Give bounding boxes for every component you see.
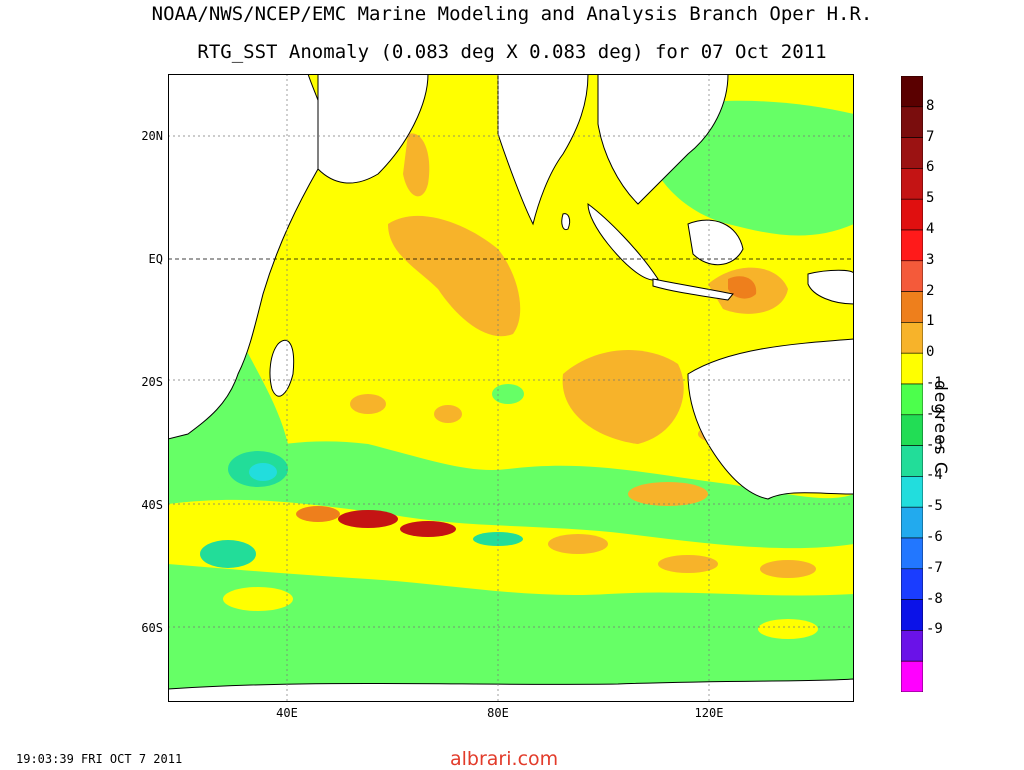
southeast-asia-land xyxy=(597,74,729,205)
java-land xyxy=(652,278,734,301)
colorbar-swatch xyxy=(901,383,923,416)
colorbar-tick-label: 1 xyxy=(926,313,935,330)
lat-label: 20N xyxy=(141,129,163,143)
sri-lanka-land xyxy=(561,213,571,231)
colorbar-swatch xyxy=(901,476,923,508)
antarctic-negative-zone xyxy=(168,594,854,702)
colorbar-tick-label: 6 xyxy=(926,159,935,176)
plot-timestamp: 19:03:39 FRI OCT 7 2011 xyxy=(16,752,183,766)
colorbar-swatch xyxy=(901,260,923,292)
colorbar-tick-label: 7 xyxy=(926,128,935,145)
colorbar-tick-label: 3 xyxy=(926,251,935,268)
colorbar-swatch xyxy=(901,76,923,108)
colorbar-tick-label: 5 xyxy=(926,190,935,207)
colorbar-tick-label: -7 xyxy=(926,559,943,576)
colorbar-tick-label: -8 xyxy=(926,590,943,607)
australia-land xyxy=(687,338,854,500)
colorbar-swatch xyxy=(901,414,923,446)
colorbar-tick-label: 2 xyxy=(926,282,935,299)
colorbar-tick-label: -5 xyxy=(926,498,943,515)
colorbar-tick-label: 4 xyxy=(926,221,935,237)
lat-label: 40S xyxy=(141,498,163,512)
watermark: albrari.com xyxy=(450,748,559,770)
graticule xyxy=(168,74,854,702)
central-positive-anomaly xyxy=(388,215,521,337)
colorbar-swatch xyxy=(901,506,923,539)
lat-label: 60S xyxy=(141,621,163,635)
map-frame xyxy=(168,74,854,702)
borneo-land xyxy=(687,219,744,266)
antarctica-land xyxy=(168,678,854,702)
colorbar-swatch xyxy=(901,352,923,385)
lon-label: 80E xyxy=(487,706,509,720)
new-guinea-land xyxy=(807,269,854,305)
colorbar-swatch xyxy=(901,106,923,138)
colorbar-tick-label: -3 xyxy=(926,436,943,453)
colorbar-tick-label: -6 xyxy=(926,529,943,545)
lat-label: EQ xyxy=(148,252,163,266)
lon-label: 120E xyxy=(694,706,724,720)
colorbar-tick-label: -1 xyxy=(926,375,943,391)
colorbar-swatch xyxy=(901,537,923,570)
madagascar-land xyxy=(269,339,295,397)
sst-anomaly-map xyxy=(168,74,854,702)
arabia-land xyxy=(317,74,429,184)
india-land xyxy=(497,74,589,226)
title-line-2: RTG_SST Anomaly (0.083 deg X 0.083 deg) … xyxy=(197,41,827,63)
title-line-1: NOAA/NWS/NCEP/EMC Marine Modeling and An… xyxy=(151,3,873,25)
colorbar-swatch xyxy=(901,568,923,600)
colorbar-tick-label: -9 xyxy=(926,621,943,638)
high-positive-core xyxy=(728,276,757,299)
colorbar-tick-label: 8 xyxy=(926,97,935,114)
sumatra-land xyxy=(587,202,659,281)
colorbar-swatch xyxy=(901,137,923,169)
colorbar-swatch xyxy=(901,322,923,354)
lon-label: 40E xyxy=(276,706,298,720)
colorbar-tick-label: -2 xyxy=(926,405,943,422)
colorbar-swatch xyxy=(901,291,923,323)
lat-label: 20S xyxy=(141,375,163,389)
colorbar xyxy=(901,76,923,692)
colorbar-tick-label: -4 xyxy=(926,467,943,484)
colorbar-swatch xyxy=(901,229,923,262)
colorbar-tick-label: 0 xyxy=(926,344,935,361)
colorbar-swatch xyxy=(901,445,923,477)
colorbar-unit-label: degrees C xyxy=(930,380,950,475)
colorbar-swatch xyxy=(901,599,923,631)
east-positive-anomaly xyxy=(562,350,684,444)
colorbar-swatch xyxy=(901,630,923,662)
colorbar-swatch xyxy=(901,168,923,200)
arabian-positive-anomaly xyxy=(403,133,430,197)
colorbar-swatch xyxy=(901,198,923,231)
colorbar-swatch xyxy=(901,660,923,692)
